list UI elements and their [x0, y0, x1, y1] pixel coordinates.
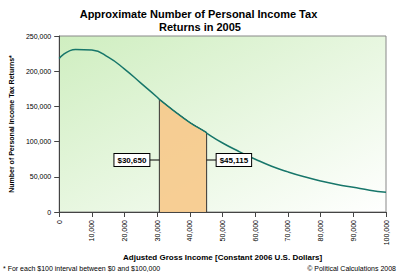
svg-text:100,000: 100,000: [26, 138, 51, 145]
svg-text:150,000: 150,000: [26, 103, 51, 110]
svg-text:* For each $100 interval betwe: * For each $100 interval between $0 and …: [3, 265, 160, 272]
svg-text:50,000: 50,000: [219, 220, 226, 242]
svg-text:70,000: 70,000: [284, 220, 291, 242]
svg-text:30,000: 30,000: [154, 220, 161, 242]
svg-text:80,000: 80,000: [317, 220, 324, 242]
svg-text:0: 0: [56, 220, 63, 224]
svg-text:Approximate Number of Personal: Approximate Number of Personal Income Ta…: [80, 8, 321, 20]
svg-text:100,000: 100,000: [383, 220, 390, 245]
svg-text:10,000: 10,000: [88, 220, 95, 242]
svg-text:0: 0: [47, 209, 51, 216]
svg-text:40,000: 40,000: [186, 220, 193, 242]
svg-text:$30,650: $30,650: [117, 156, 146, 165]
svg-text:50,000: 50,000: [30, 173, 52, 180]
svg-text:60,000: 60,000: [252, 220, 259, 242]
svg-text:Adjusted Gross Income [Constan: Adjusted Gross Income [Constant 2006 U.S…: [123, 253, 322, 262]
svg-text:$45,115: $45,115: [220, 156, 249, 165]
svg-text:© Political Calculations 2008: © Political Calculations 2008: [307, 265, 396, 272]
svg-text:250,000: 250,000: [26, 33, 51, 40]
svg-text:Returns in 2005: Returns in 2005: [159, 21, 241, 33]
svg-text:90,000: 90,000: [350, 220, 357, 242]
svg-text:Number of Personal Income Tax: Number of Personal Income Tax Returns*: [8, 55, 15, 193]
svg-text:20,000: 20,000: [121, 220, 128, 242]
svg-text:200,000: 200,000: [26, 68, 51, 75]
